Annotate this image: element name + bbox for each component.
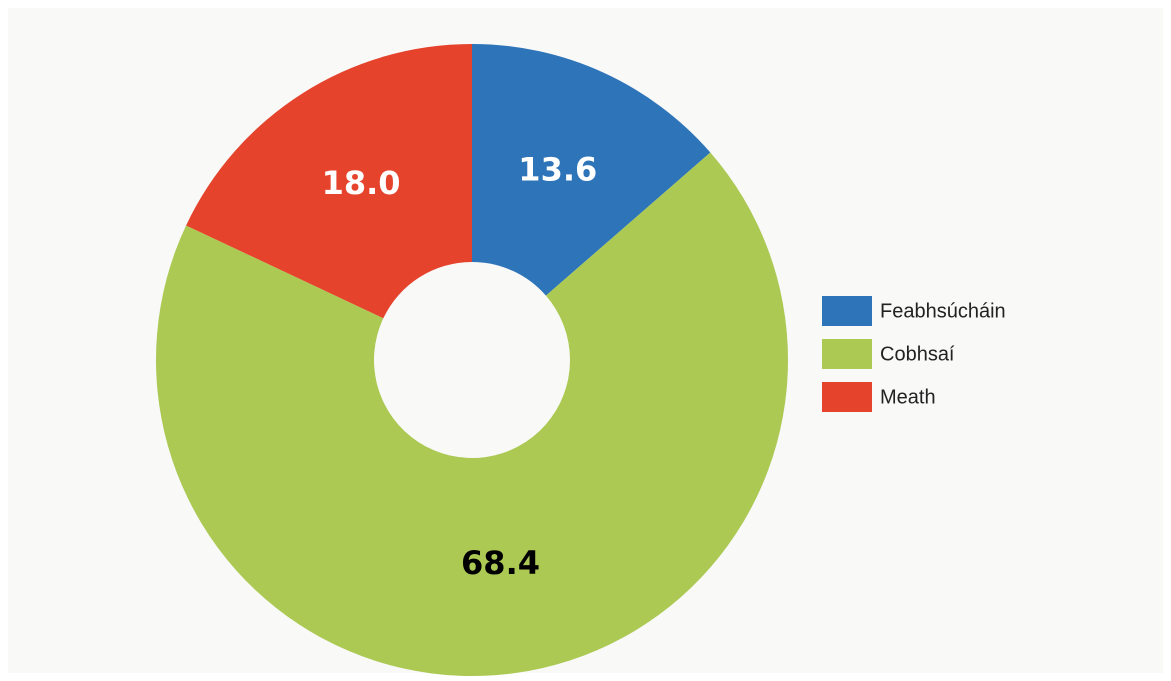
donut-slice [472,44,711,296]
legend-swatch [822,339,872,369]
legend-label: Cobhsaí [880,343,955,365]
data-label: 68.4 [461,544,540,582]
donut-slice [186,44,472,319]
legend-swatch [822,296,872,326]
donut-slice [155,152,788,676]
legend-label: Feabhsúcháin [880,300,1006,322]
data-label: 18.0 [322,164,401,202]
legend-label: Meath [880,386,936,408]
legend-swatch [822,382,872,412]
data-label: 13.6 [518,151,597,189]
